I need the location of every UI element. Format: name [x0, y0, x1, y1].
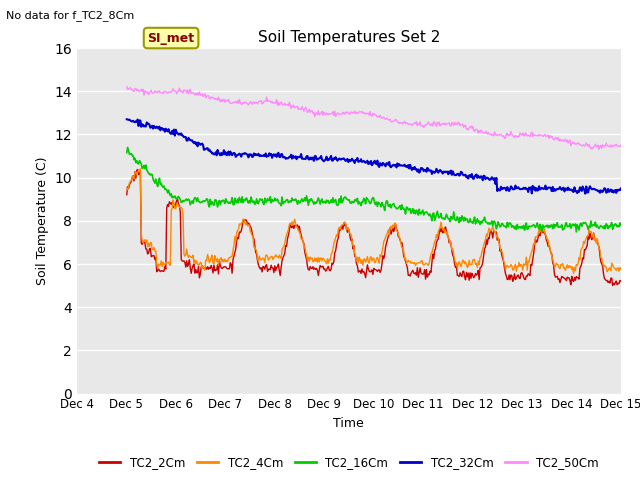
TC2_16Cm — [436, 214, 444, 219]
TC2_4Cm — [483, 231, 490, 237]
TC2_32Cm — [319, 157, 327, 163]
TC2_50Cm — [436, 123, 444, 129]
TC2_2Cm — [394, 228, 401, 233]
Line: TC2_2Cm: TC2_2Cm — [127, 169, 621, 286]
Line: TC2_16Cm: TC2_16Cm — [127, 147, 621, 232]
TC2_16Cm — [319, 200, 327, 206]
TC2_16Cm — [169, 194, 177, 200]
TC2_2Cm — [617, 278, 625, 284]
Text: No data for f_TC2_8Cm: No data for f_TC2_8Cm — [6, 10, 134, 21]
Line: TC2_4Cm: TC2_4Cm — [127, 169, 621, 274]
TC2_16Cm — [213, 200, 221, 205]
TC2_50Cm — [213, 96, 221, 102]
Line: TC2_32Cm: TC2_32Cm — [127, 120, 621, 194]
Title: Soil Temperatures Set 2: Soil Temperatures Set 2 — [258, 30, 440, 46]
TC2_2Cm — [436, 225, 444, 231]
X-axis label: Time: Time — [333, 417, 364, 430]
TC2_50Cm — [394, 119, 401, 125]
TC2_4Cm — [169, 197, 177, 203]
TC2_4Cm — [394, 229, 401, 235]
TC2_32Cm — [617, 186, 625, 192]
TC2_16Cm — [617, 222, 625, 228]
TC2_50Cm — [169, 86, 177, 92]
TC2_2Cm — [213, 267, 221, 273]
TC2_16Cm — [394, 206, 401, 212]
TC2_2Cm — [319, 263, 327, 269]
Legend: TC2_2Cm, TC2_4Cm, TC2_16Cm, TC2_32Cm, TC2_50Cm: TC2_2Cm, TC2_4Cm, TC2_16Cm, TC2_32Cm, TC… — [94, 451, 604, 474]
TC2_4Cm — [319, 255, 327, 261]
TC2_32Cm — [436, 167, 444, 173]
TC2_2Cm — [169, 204, 177, 210]
TC2_50Cm — [319, 112, 327, 118]
TC2_50Cm — [483, 129, 490, 134]
TC2_32Cm — [483, 175, 490, 180]
TC2_2Cm — [483, 237, 490, 242]
Line: TC2_50Cm: TC2_50Cm — [127, 87, 621, 149]
TC2_32Cm — [394, 161, 401, 167]
TC2_4Cm — [617, 266, 625, 272]
TC2_4Cm — [436, 225, 444, 231]
TC2_16Cm — [483, 219, 490, 225]
Text: SI_met: SI_met — [147, 32, 195, 45]
TC2_50Cm — [617, 142, 625, 148]
TC2_4Cm — [213, 259, 221, 264]
TC2_32Cm — [169, 131, 177, 137]
Y-axis label: Soil Temperature (C): Soil Temperature (C) — [36, 156, 49, 285]
TC2_32Cm — [213, 153, 221, 158]
